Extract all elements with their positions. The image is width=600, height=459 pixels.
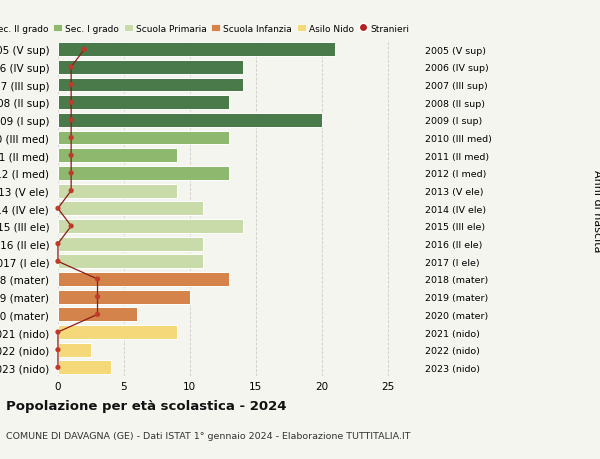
Bar xyxy=(58,308,137,322)
Bar xyxy=(58,185,176,198)
Point xyxy=(53,258,63,265)
Bar xyxy=(58,61,242,75)
Point xyxy=(93,311,103,319)
Bar xyxy=(58,43,335,57)
Bar xyxy=(58,202,203,216)
Bar xyxy=(58,149,176,163)
Bar xyxy=(58,325,176,339)
Point xyxy=(67,82,76,89)
Bar xyxy=(58,255,203,269)
Bar xyxy=(58,219,242,233)
Bar xyxy=(58,96,229,110)
Point xyxy=(67,152,76,160)
Point xyxy=(53,205,63,213)
Bar xyxy=(58,114,322,128)
Point xyxy=(67,188,76,195)
Point xyxy=(93,293,103,301)
Point xyxy=(53,346,63,353)
Point xyxy=(80,46,89,54)
Bar xyxy=(58,343,91,357)
Text: Popolazione per età scolastica - 2024: Popolazione per età scolastica - 2024 xyxy=(6,399,287,412)
Text: Anni di nascita: Anni di nascita xyxy=(592,170,600,252)
Point xyxy=(67,117,76,124)
Point xyxy=(53,364,63,371)
Bar xyxy=(58,237,203,251)
Point xyxy=(53,329,63,336)
Bar xyxy=(58,167,229,180)
Point xyxy=(67,64,76,72)
Bar xyxy=(58,290,190,304)
Point xyxy=(93,276,103,283)
Point xyxy=(67,170,76,177)
Bar xyxy=(58,78,242,92)
Point xyxy=(67,223,76,230)
Point xyxy=(53,241,63,248)
Bar xyxy=(58,273,229,286)
Legend: Sec. II grado, Sec. I grado, Scuola Primaria, Scuola Infanzia, Asilo Nido, Stran: Sec. II grado, Sec. I grado, Scuola Prim… xyxy=(0,24,409,34)
Text: COMUNE DI DAVAGNA (GE) - Dati ISTAT 1° gennaio 2024 - Elaborazione TUTTITALIA.IT: COMUNE DI DAVAGNA (GE) - Dati ISTAT 1° g… xyxy=(6,431,410,441)
Bar xyxy=(58,361,111,375)
Bar xyxy=(58,131,229,145)
Point xyxy=(67,99,76,106)
Point xyxy=(67,134,76,142)
